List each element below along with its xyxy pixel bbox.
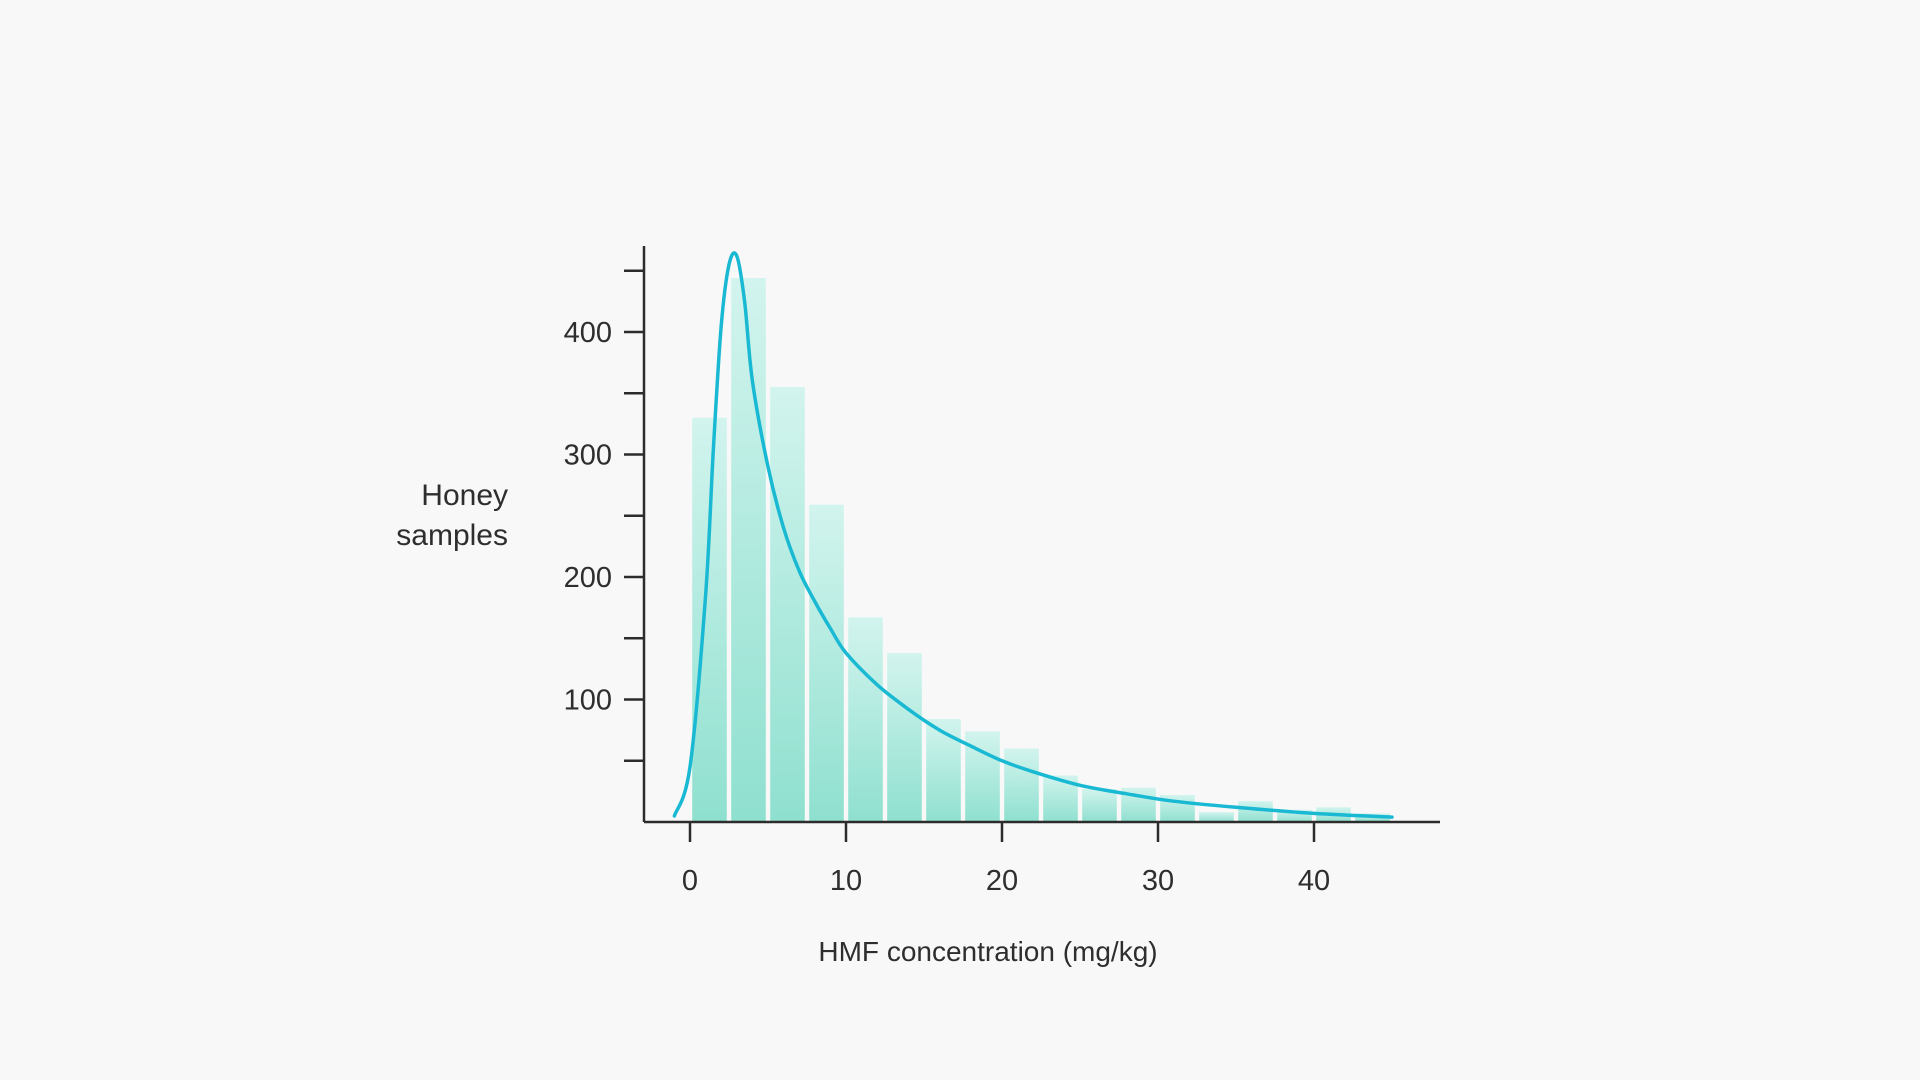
x-axis-label: HMF concentration (mg/kg)	[818, 936, 1157, 967]
x-tick-label-20: 20	[986, 865, 1018, 897]
x-tick-label-10: 10	[830, 865, 862, 897]
histogram-bar-3	[770, 387, 805, 822]
histogram-bar-11	[1082, 788, 1117, 822]
x-tick-label-0: 0	[682, 865, 698, 897]
histogram-bar-7	[926, 719, 961, 822]
histogram-bar-14	[1199, 812, 1234, 822]
histogram-bar-4	[809, 504, 844, 822]
x-tick-label-30: 30	[1142, 865, 1174, 897]
y-axis-label-line-2: samples	[396, 519, 508, 552]
histogram-bar-6	[887, 653, 922, 822]
x-tick-label-40: 40	[1298, 865, 1330, 897]
y-tick-label-100: 100	[564, 685, 612, 717]
histogram-bar-9	[1004, 748, 1039, 822]
fit-curve-layer	[672, 251, 1394, 819]
bars-layer	[692, 278, 1390, 823]
histogram-bar-5	[848, 617, 883, 822]
axes-layer: 100 200 300 400 0 10 20 30 40	[564, 246, 1440, 897]
y-tick-label-300: 300	[564, 440, 612, 472]
fit-curve-line	[672, 251, 1394, 819]
y-tick-label-400: 400	[564, 317, 612, 349]
labels-layer: Honey samples HMF concentration (mg/kg)	[396, 479, 1157, 967]
y-axis-label-line-1: Honey	[421, 479, 508, 512]
histogram-bar-2	[731, 278, 766, 823]
y-tick-label-200: 200	[564, 562, 612, 594]
histogram-bar-1	[692, 417, 727, 822]
histogram-bar-15	[1238, 801, 1273, 822]
